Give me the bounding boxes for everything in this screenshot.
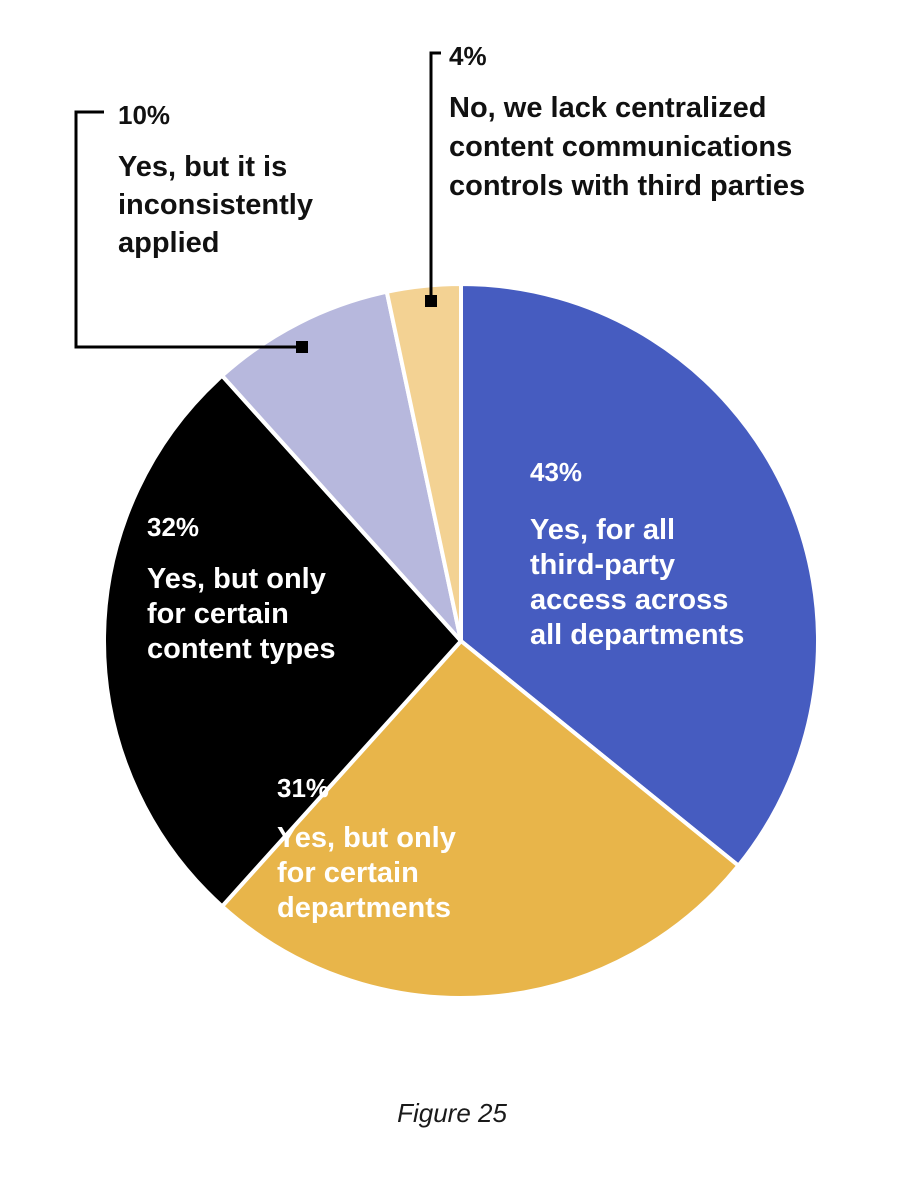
slice-percent-label: 43% xyxy=(530,457,582,487)
figure-caption: Figure 25 xyxy=(397,1098,507,1128)
slice-category-label: Yes, but only xyxy=(277,822,456,854)
slice-category-label: Yes, but only xyxy=(147,563,326,595)
slice-inconsistently-applied xyxy=(220,289,463,643)
slice-percent-label: 10% xyxy=(118,100,170,130)
slice-category-label: all departments xyxy=(530,619,744,651)
slice-no-central-controls xyxy=(384,282,463,643)
slice-percent-label: 32% xyxy=(147,512,199,542)
slice-category-label: content types xyxy=(147,633,336,665)
slice-category-label: departments xyxy=(277,892,451,924)
slice-category-label: for certain xyxy=(277,857,419,889)
slice-category-label: inconsistently xyxy=(118,189,313,221)
leader-inconsistently-applied-marker xyxy=(296,341,308,353)
leader-no-central-controls-marker xyxy=(425,295,437,307)
label-no-central-controls: 4% No, we lack centralized content communi… xyxy=(449,41,805,202)
slice-category-label: controls with third parties xyxy=(449,170,805,202)
slice-category-label: Yes, for all xyxy=(530,514,675,546)
slice-percent-label: 31% xyxy=(277,773,329,803)
label-inconsistently-applied: 10% Yes, but it is inconsistently applied xyxy=(118,100,313,259)
slice-category-label: applied xyxy=(118,227,220,259)
leader-no-central-controls-line xyxy=(429,51,441,301)
slice-all-departments xyxy=(459,282,820,868)
slice-percent-label: 4% xyxy=(449,41,487,71)
leader-lines xyxy=(74,51,441,353)
leader-inconsistently-applied-line xyxy=(74,110,302,349)
slice-certain-content-types xyxy=(102,373,463,909)
slice-category-label: content communications xyxy=(449,131,792,163)
slice-category-label: access across xyxy=(530,584,728,616)
slice-category-label: Yes, but it is xyxy=(118,151,287,183)
pie-slices xyxy=(102,282,820,1000)
slice-certain-departments xyxy=(220,639,741,1000)
slice-category-label: third-party xyxy=(530,549,675,581)
slice-category-label: No, we lack centralized xyxy=(449,92,767,124)
slice-category-label: for certain xyxy=(147,598,289,630)
